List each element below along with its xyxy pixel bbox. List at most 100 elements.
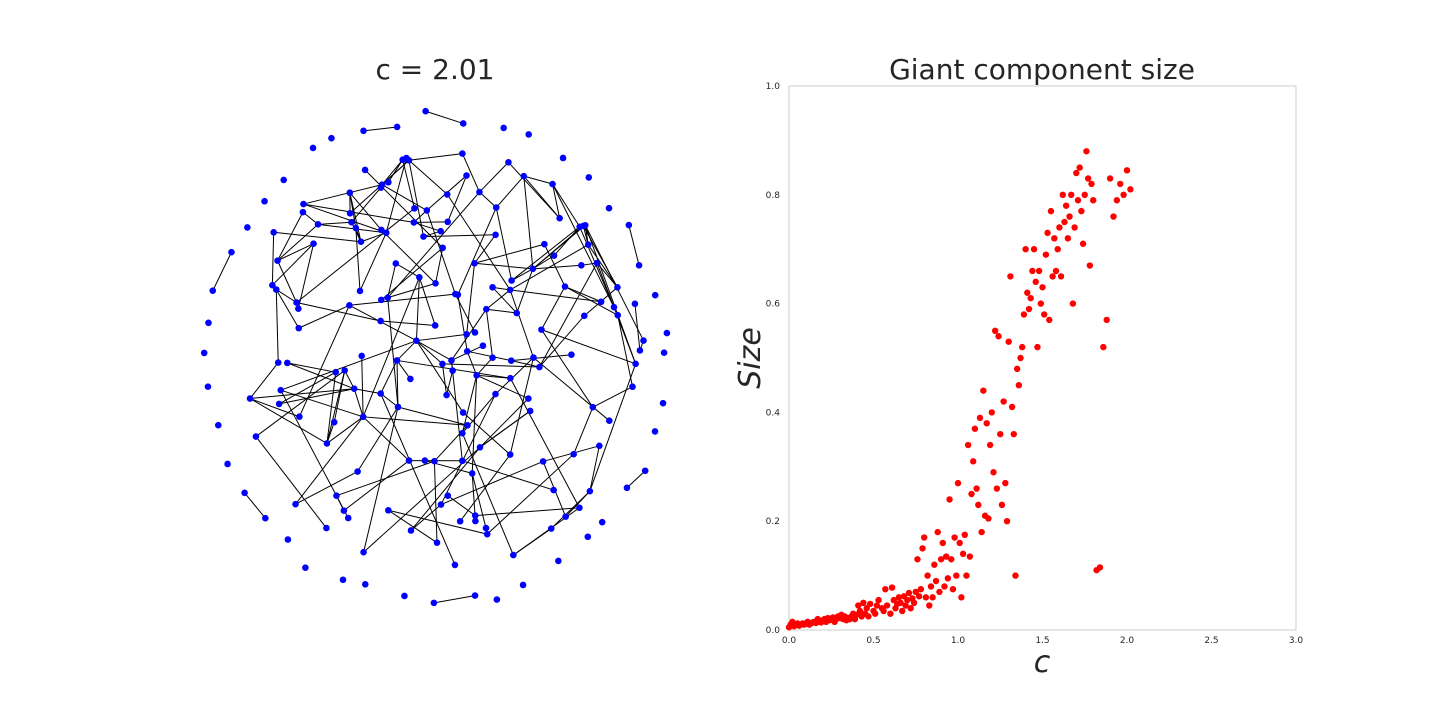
- network-edge: [511, 226, 580, 281]
- data-point: [1044, 229, 1051, 237]
- data-point: [1106, 175, 1114, 182]
- network-node: [651, 428, 659, 435]
- network-node: [204, 383, 212, 390]
- network-node: [323, 440, 331, 447]
- data-point: [1069, 300, 1077, 307]
- data-point: [968, 490, 975, 498]
- network-edge: [513, 528, 552, 556]
- data-point: [1000, 398, 1007, 405]
- data-point: [1088, 180, 1095, 188]
- network-edge: [303, 203, 387, 234]
- network-node: [520, 172, 528, 180]
- data-point: [961, 531, 968, 538]
- network-edge: [387, 191, 480, 298]
- network-node: [224, 460, 231, 468]
- network-edge: [447, 175, 467, 223]
- network-edge: [357, 406, 399, 472]
- network-edge: [541, 286, 566, 330]
- network-node: [385, 178, 392, 186]
- network-node: [261, 197, 268, 205]
- data-point: [1030, 246, 1038, 253]
- x-axis-ticks: 0.0 0.5 1.0 1.5 2.0 2.5 3.0: [782, 636, 1304, 646]
- network-node: [359, 413, 367, 421]
- network-node: [431, 457, 438, 465]
- network-node: [394, 403, 402, 411]
- data-point: [937, 556, 945, 563]
- data-point: [1059, 191, 1066, 198]
- data-point: [1025, 305, 1033, 313]
- network-edge: [579, 226, 615, 308]
- data-point: [1066, 213, 1073, 220]
- network-edge: [249, 398, 328, 444]
- network-edge: [442, 363, 540, 368]
- network-edge: [402, 159, 415, 209]
- network-node: [625, 221, 633, 229]
- network-edge: [395, 263, 420, 278]
- network-node: [526, 407, 534, 415]
- data-point: [1110, 213, 1117, 220]
- network-node: [581, 221, 589, 229]
- data-point: [897, 599, 904, 606]
- network-edge: [344, 370, 355, 389]
- network-node: [555, 557, 562, 565]
- data-point: [899, 607, 906, 615]
- network-node: [384, 294, 392, 301]
- network-node: [392, 260, 400, 267]
- network-edge: [511, 268, 534, 282]
- data-point: [942, 553, 950, 560]
- network-edge: [589, 363, 637, 492]
- data-point: [1010, 430, 1017, 438]
- network-node: [556, 214, 563, 222]
- network-node: [500, 124, 507, 132]
- network-node: [350, 385, 358, 393]
- data-point: [915, 593, 923, 600]
- network-node: [471, 259, 478, 267]
- data-point: [1103, 316, 1110, 324]
- data-point: [863, 605, 870, 612]
- network-edge: [553, 226, 581, 256]
- network-edge: [385, 157, 407, 233]
- data-point: [1003, 518, 1011, 525]
- data-point: [1083, 148, 1090, 155]
- network-node: [430, 599, 438, 607]
- network-node: [513, 309, 521, 317]
- network-edge: [474, 234, 496, 264]
- network-edge: [486, 308, 517, 314]
- data-point: [860, 599, 867, 606]
- data-point: [975, 501, 982, 509]
- network-edge: [539, 315, 585, 368]
- network-edge: [272, 243, 314, 286]
- network-node: [333, 492, 340, 500]
- data-point: [993, 485, 1001, 492]
- network-edge: [543, 244, 566, 287]
- network-node: [348, 218, 355, 226]
- data-point: [995, 333, 1002, 340]
- data-point: [1046, 316, 1053, 324]
- network-edge: [462, 460, 554, 491]
- network-node: [463, 331, 470, 338]
- scatter-points: [785, 148, 1134, 631]
- x-tick-label: 2.0: [1120, 636, 1135, 646]
- network-edge: [486, 453, 574, 535]
- network-node: [295, 305, 302, 313]
- network-edge: [476, 357, 493, 376]
- network-edge: [450, 360, 463, 461]
- network-node: [451, 561, 459, 569]
- data-point: [1100, 343, 1107, 351]
- network-edge: [388, 509, 438, 544]
- data-point: [964, 441, 972, 449]
- network-edge: [349, 192, 382, 231]
- network-node: [561, 283, 569, 290]
- network-edge: [475, 507, 580, 517]
- data-point: [951, 534, 958, 541]
- network-node: [300, 200, 307, 208]
- network-node: [358, 352, 366, 360]
- data-point: [980, 387, 987, 394]
- network-edge: [277, 243, 314, 262]
- data-point: [856, 607, 864, 615]
- network-node: [346, 209, 354, 217]
- network-node: [413, 337, 420, 344]
- data-point: [1120, 191, 1127, 198]
- network-node: [244, 224, 251, 231]
